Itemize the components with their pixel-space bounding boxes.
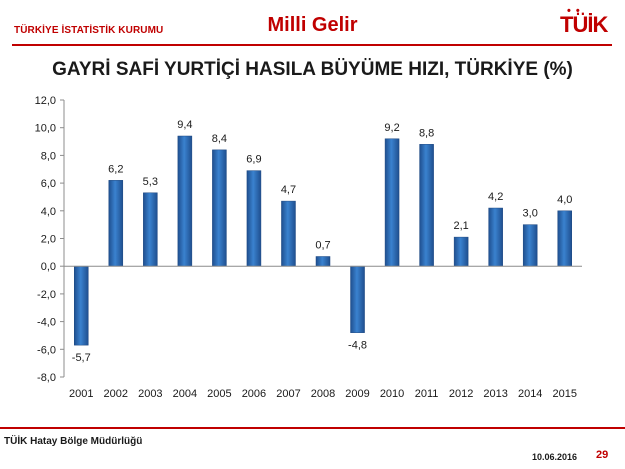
bar-2010	[384, 138, 400, 267]
y-tick-label: -4,0	[37, 317, 56, 329]
slide-header: TÜRKİYE İSTATİSTİK KURUMU Milli Gelir • …	[0, 0, 625, 44]
x-tick-label-2003: 2003	[138, 388, 162, 400]
y-tick-label: 8,0	[41, 150, 56, 162]
y-tick-label: -2,0	[37, 289, 56, 301]
data-label-2002: 6,2	[108, 163, 123, 175]
x-axis: 2001 2002 2003 2004 2005 2006 2007 2008 2009 2010…	[64, 265, 582, 400]
bar-2011	[419, 144, 434, 267]
x-tick-label-2011: 2011	[415, 388, 439, 400]
bar-2006	[246, 170, 262, 267]
bar-2005	[212, 149, 227, 267]
x-tick-label-2002: 2002	[104, 388, 128, 400]
data-label-2005: 8,4	[212, 133, 227, 145]
y-tick-label: 10,0	[35, 123, 56, 135]
x-tick-label-2004: 2004	[173, 388, 197, 400]
bar-2001	[74, 265, 89, 346]
header-divider	[12, 44, 612, 46]
y-tick-label: 12,0	[35, 95, 56, 107]
data-label-2012: 2,1	[453, 220, 468, 232]
page-number: 29	[596, 449, 609, 461]
data-label-2009: -4,8	[348, 340, 367, 352]
logo-dots: • •	[567, 5, 581, 17]
data-label-2004: 9,4	[177, 119, 192, 131]
bar-2004	[177, 135, 193, 267]
x-tick-label-2007: 2007	[276, 388, 300, 400]
data-label-2007: 4,7	[281, 184, 296, 196]
x-tick-label-2013: 2013	[483, 388, 507, 400]
bar-2008	[315, 256, 331, 267]
bar-2015	[557, 210, 572, 267]
y-tick-label: 2,0	[41, 234, 56, 246]
org-name: TÜRKİYE İSTATİSTİK KURUMU	[14, 25, 164, 36]
chart-title: GAYRİ SAFİ YURTİÇİ HASILA BÜYÜME HIZI, T…	[52, 59, 573, 80]
x-tick-label-2008: 2008	[311, 388, 335, 400]
bars: -5,7 6,2 5,3 9,4 8,4 6,9 4,7 0,7 -4,8 9,2 8,8 2,1 4,…	[72, 119, 573, 364]
x-tick-label-2009: 2009	[345, 388, 369, 400]
bar-2012	[453, 236, 469, 267]
footer-date: 10.06.2016	[532, 452, 578, 462]
y-tick-label: -6,0	[37, 344, 56, 356]
x-tick-label-2012: 2012	[449, 388, 473, 400]
bar-2003	[143, 192, 158, 267]
bar-2014	[522, 224, 538, 267]
y-tick-label: -8,0	[37, 372, 56, 384]
bar-2009	[350, 265, 365, 333]
footer-divider	[0, 427, 625, 429]
data-label-2010: 9,2	[384, 122, 399, 134]
data-label-2003: 5,3	[143, 176, 158, 188]
y-tick-label: 6,0	[41, 178, 56, 190]
bar-2013	[488, 207, 503, 267]
tuik-logo: • • TÜİK	[560, 5, 608, 38]
bar-2007	[281, 200, 296, 267]
bar-2002	[108, 180, 124, 267]
logo-text: TÜİK	[560, 12, 608, 37]
footer-office: TÜİK Hatay Bölge Müdürlüğü	[4, 436, 143, 447]
y-tick-label: 4,0	[41, 206, 56, 218]
x-tick-label-2006: 2006	[242, 388, 266, 400]
data-label-2011: 8,8	[419, 127, 434, 139]
x-tick-label-2015: 2015	[552, 388, 576, 400]
data-label-2008: 0,7	[315, 240, 330, 252]
y-tick-label: 0,0	[41, 261, 56, 273]
y-axis: 12,0 10,0 8,0 6,0 4,0 2,0 0,0 -2,0 -4,0 -6,0 -8,0	[35, 95, 65, 384]
data-label-2001: -5,7	[72, 352, 91, 364]
data-label-2013: 4,2	[488, 191, 503, 203]
x-tick-label-2014: 2014	[518, 388, 542, 400]
data-label-2006: 6,9	[246, 154, 261, 166]
x-tick-label-2005: 2005	[207, 388, 231, 400]
x-tick-label-2001: 2001	[69, 388, 93, 400]
data-label-2014: 3,0	[523, 208, 538, 220]
slide-title: Milli Gelir	[267, 14, 358, 36]
data-label-2015: 4,0	[557, 194, 572, 206]
x-tick-label-2010: 2010	[380, 388, 404, 400]
